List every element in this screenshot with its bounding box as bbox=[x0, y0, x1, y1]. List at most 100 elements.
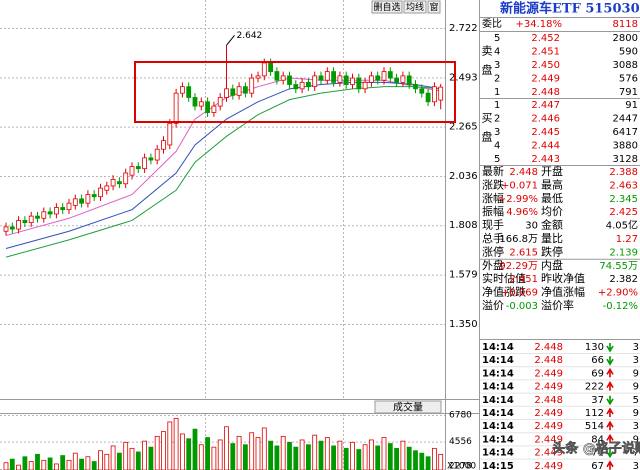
volume-bar bbox=[274, 445, 280, 470]
volume-bar bbox=[142, 440, 148, 470]
stat-value: 1.27 bbox=[616, 234, 638, 245]
stat-label: 净值涨跌 bbox=[482, 285, 526, 299]
tick-volume: 112 bbox=[585, 408, 604, 419]
volume-bar bbox=[3, 462, 9, 470]
volume-bar bbox=[66, 459, 72, 470]
volume-bar bbox=[198, 444, 204, 470]
candle-body bbox=[9, 226, 15, 230]
candle-body bbox=[261, 62, 267, 77]
book-side-label: 买盘 bbox=[480, 112, 493, 150]
volume-bar bbox=[413, 450, 418, 470]
volume-bar bbox=[98, 450, 103, 470]
title-bar bbox=[480, 0, 640, 17]
tick-time: 14:14 bbox=[482, 421, 514, 432]
candle-body bbox=[425, 92, 431, 103]
candle-body bbox=[123, 172, 129, 185]
stat-label: 总手 bbox=[482, 231, 504, 245]
volume-button-label: 成交量 bbox=[393, 401, 423, 414]
book-level: 1 bbox=[494, 87, 500, 98]
candle-body bbox=[293, 84, 299, 90]
tick-price: 2.448 bbox=[534, 342, 563, 353]
volume-button[interactable] bbox=[374, 400, 442, 414]
tick-price: 2.449 bbox=[534, 408, 563, 419]
volume-bar bbox=[324, 437, 330, 470]
stat-value: 2.451 bbox=[509, 274, 538, 285]
stat-label: 实时估值 bbox=[482, 271, 526, 285]
volume-bar bbox=[356, 449, 362, 470]
volume-bar bbox=[35, 453, 40, 470]
book-volume: 3088 bbox=[613, 60, 638, 71]
tick-extra: 9 bbox=[633, 368, 639, 379]
candle-body bbox=[255, 75, 261, 79]
volume-bar bbox=[28, 461, 34, 470]
volume-bar bbox=[205, 437, 211, 470]
candle-body bbox=[413, 84, 418, 90]
stat-label: 昨收净值 bbox=[541, 271, 585, 285]
candle-body bbox=[280, 75, 286, 81]
tick-arrow bbox=[606, 381, 614, 391]
y-tick-label: 4556 bbox=[449, 437, 472, 447]
candle-body bbox=[142, 157, 148, 170]
candle-body bbox=[387, 71, 393, 79]
candle-body bbox=[60, 207, 66, 211]
candle-body bbox=[211, 105, 217, 113]
stat-value: 2.139 bbox=[609, 247, 638, 258]
book-price: 2.452 bbox=[531, 33, 560, 44]
volume-bar bbox=[47, 457, 53, 470]
y-tick-label: 2.493 bbox=[449, 72, 478, 83]
tick-extra: 7 bbox=[633, 448, 639, 459]
volume-bar bbox=[394, 447, 400, 470]
tick-extra: 9 bbox=[633, 434, 639, 445]
book-level: 2 bbox=[494, 74, 500, 85]
toolbar-button[interactable] bbox=[427, 0, 441, 14]
book-price: 2.444 bbox=[531, 141, 560, 152]
book-volume: 2447 bbox=[613, 114, 638, 125]
annotation-line bbox=[226, 34, 235, 46]
volume-bar bbox=[135, 451, 141, 470]
toolbar-button[interactable] bbox=[371, 0, 403, 14]
stat-label: 溢价率 bbox=[541, 298, 574, 312]
stat-value: +2.99% bbox=[498, 194, 538, 205]
toolbar-label: 均线 bbox=[406, 1, 424, 13]
tick-volume: 222 bbox=[585, 382, 604, 393]
toolbar-button[interactable] bbox=[403, 0, 427, 14]
tick-time: 14:14 bbox=[482, 342, 514, 353]
volume-bar bbox=[173, 417, 179, 470]
stat-value: -0.12% bbox=[603, 301, 638, 312]
candle-body bbox=[350, 77, 355, 85]
volume-bar bbox=[123, 441, 129, 470]
volume-bar bbox=[154, 435, 160, 470]
tick-arrow bbox=[606, 343, 614, 353]
volume-bar bbox=[268, 440, 274, 470]
candle-body bbox=[242, 86, 248, 94]
candle-body bbox=[375, 75, 381, 81]
candle-body bbox=[154, 148, 160, 161]
candle-body bbox=[179, 86, 185, 94]
book-volume: 576 bbox=[619, 74, 638, 85]
candle-body bbox=[224, 88, 229, 98]
candle-body bbox=[110, 179, 116, 187]
tick-price: 2.449 bbox=[534, 448, 563, 459]
volume-bar bbox=[312, 434, 318, 470]
volume-bar bbox=[41, 459, 47, 470]
volume-bar bbox=[79, 458, 84, 470]
stat-value: 2.425 bbox=[609, 207, 638, 218]
book-volume: 3128 bbox=[613, 154, 638, 165]
tick-volume: 37 bbox=[591, 395, 604, 406]
volume-bar bbox=[299, 439, 305, 470]
tick-extra: 3 bbox=[633, 342, 639, 353]
candle-body bbox=[85, 194, 91, 204]
candle-body bbox=[173, 92, 179, 124]
stat-value: 92.29万 bbox=[499, 261, 538, 272]
volume-bar bbox=[337, 440, 343, 470]
volume-bar bbox=[179, 433, 185, 470]
stat-label: 均价 bbox=[541, 205, 563, 218]
book-price: 2.447 bbox=[531, 100, 560, 111]
stat-label: 净值涨幅 bbox=[541, 285, 585, 299]
tick-price: 2.449 bbox=[534, 421, 563, 432]
candle-body bbox=[167, 122, 173, 146]
book-price: 2.448 bbox=[531, 87, 560, 98]
y-tick-label: 1.350 bbox=[449, 319, 478, 330]
volume-bar bbox=[375, 445, 381, 470]
candle-body bbox=[394, 77, 400, 83]
